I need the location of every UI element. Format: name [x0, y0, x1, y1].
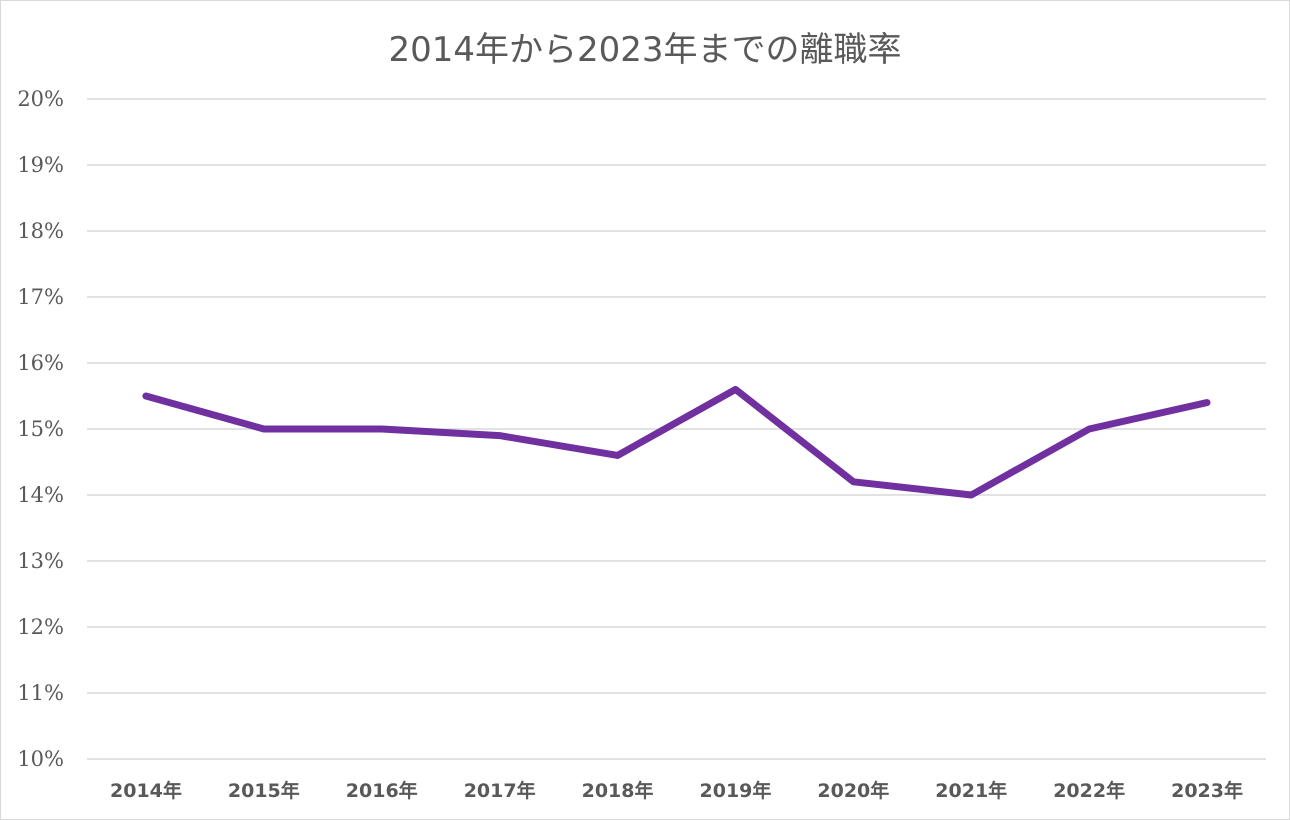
y-tick-label: 12% [17, 615, 64, 639]
x-tick-label: 2014年 [110, 779, 182, 802]
y-tick-label: 14% [17, 483, 64, 507]
x-tick-label: 2016年 [346, 779, 418, 802]
y-tick-label: 19% [17, 153, 64, 177]
y-tick-label: 18% [17, 219, 64, 243]
x-tick-label: 2019年 [700, 779, 772, 802]
chart-title: 2014年から2023年までの離職率 [388, 30, 902, 70]
y-axis-ticks: 10% 11% 12% 13% 14% 15% 16% 17% 18% 19% 20% [17, 87, 64, 771]
x-axis-ticks: 2014年 2015年 2016年 2017年 2018年 2019年 2020年 2021年… [110, 779, 1243, 802]
x-tick-label: 2023年 [1171, 779, 1243, 802]
y-tick-label: 13% [17, 549, 64, 573]
x-tick-label: 2022年 [1053, 779, 1125, 802]
data-series [142, 385, 1211, 499]
y-tick-label: 16% [17, 351, 64, 375]
x-tick-label: 2015年 [228, 779, 300, 802]
x-tick-label: 2018年 [582, 779, 654, 802]
y-tick-label: 10% [17, 747, 64, 771]
x-tick-label: 2021年 [935, 779, 1007, 802]
series-line [142, 385, 1211, 499]
x-tick-label: 2020年 [817, 779, 889, 802]
y-tick-label: 20% [17, 87, 64, 111]
x-tick-label: 2017年 [464, 779, 536, 802]
y-tick-label: 17% [17, 285, 64, 309]
y-tick-label: 15% [17, 417, 64, 441]
y-tick-label: 11% [17, 681, 64, 705]
